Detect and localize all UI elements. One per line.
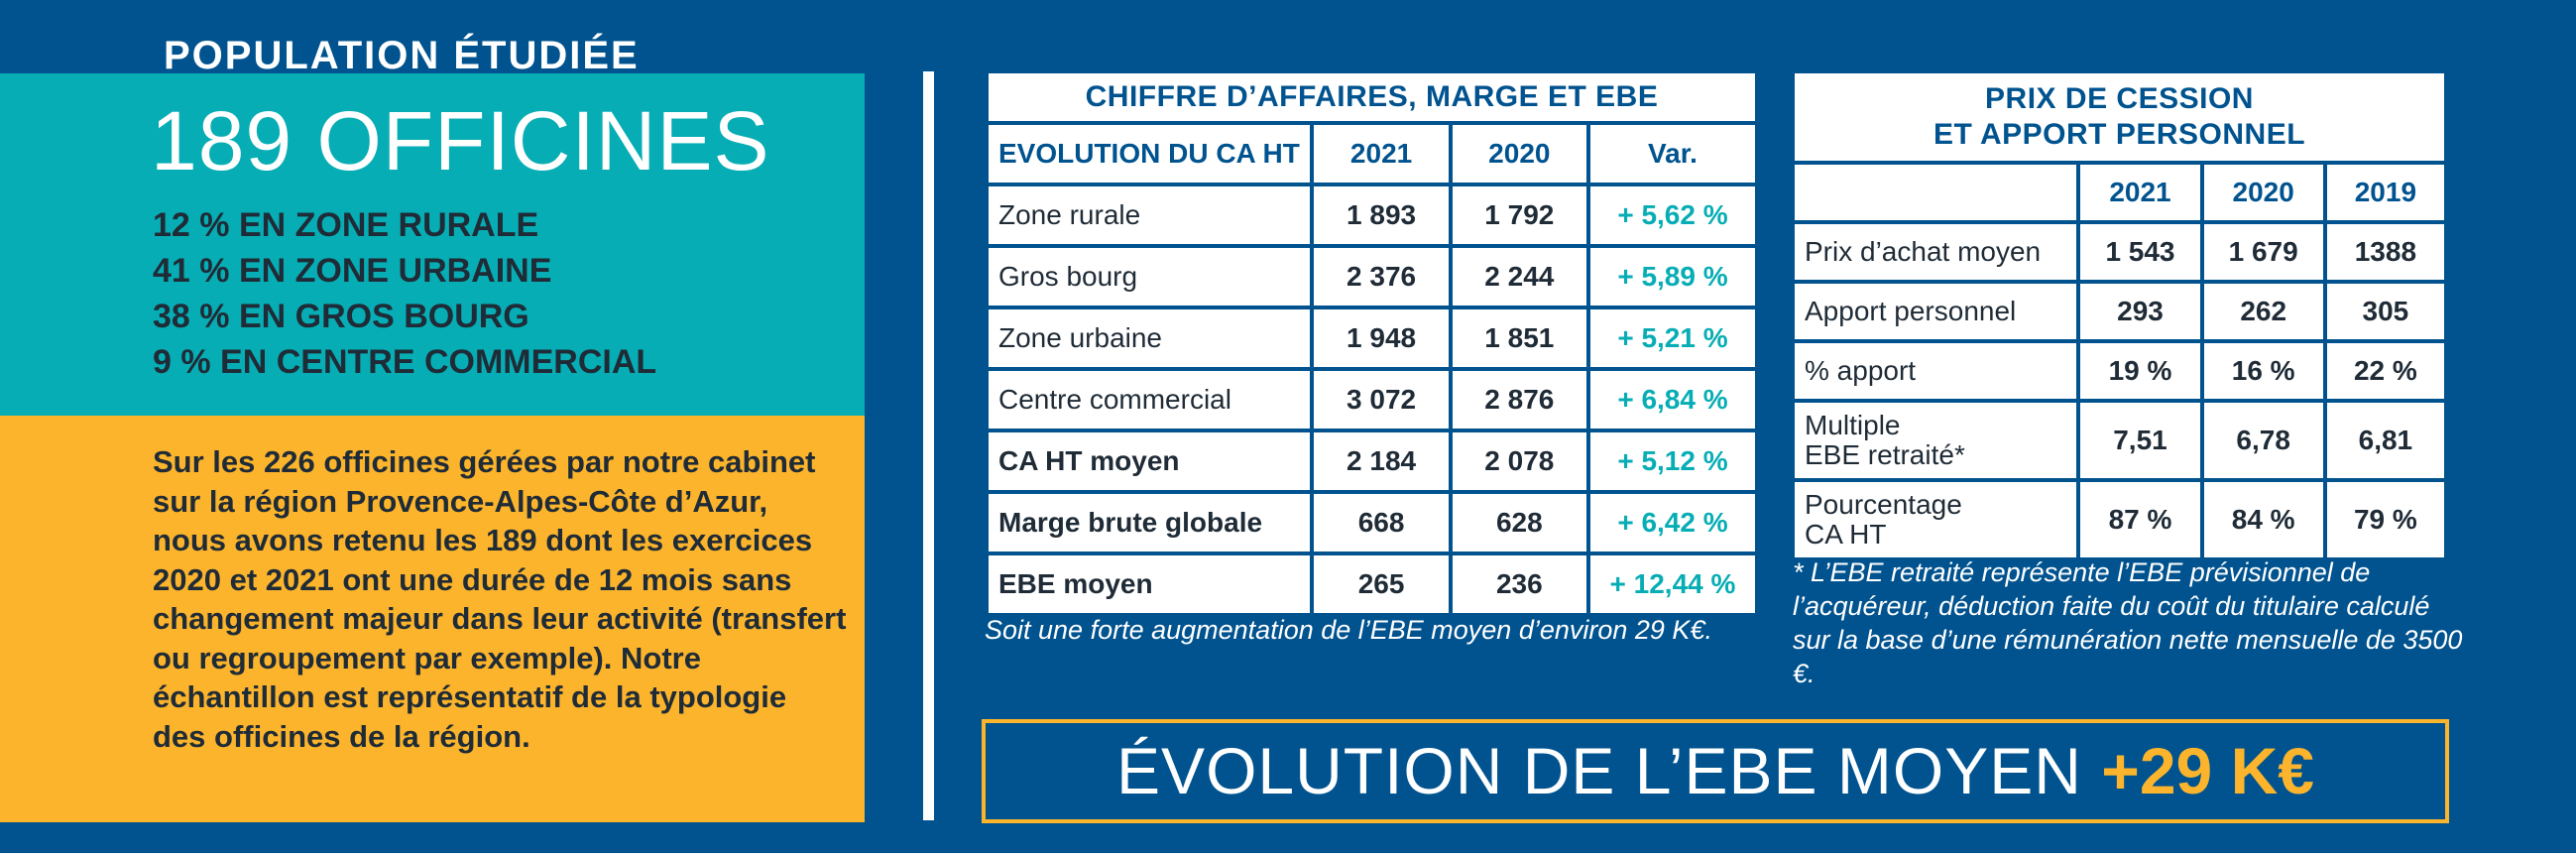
ebe-evolution-banner: ÉVOLUTION DE L’EBE MOYEN +29 K€ bbox=[982, 719, 2449, 823]
ca-header-var: Var. bbox=[1585, 121, 1760, 186]
ca-marge-ebe-table: CHIFFRE D’AFFAIRES, MARGE ET EBE EVOLUTI… bbox=[984, 69, 1760, 617]
prix-table-title-line1: PRIX DE CESSION bbox=[1985, 82, 2254, 115]
ca-header-2021: 2021 bbox=[1310, 121, 1453, 186]
methodology-text: Sur les 226 officines gérées par notre c… bbox=[153, 444, 847, 754]
zone-stat-gros-bourg: 38 % EN GROS BOURG bbox=[153, 298, 529, 335]
zone-breakdown-list: 12 % EN ZONE RURALE 41 % EN ZONE URBAINE… bbox=[153, 202, 656, 385]
table-row: Zone rurale 1 893 1 792 + 5,62 % bbox=[984, 183, 1760, 248]
table-row: Prix d’achat moyen 1 543 1 679 1388 bbox=[1790, 220, 2449, 284]
prix-header-2021: 2021 bbox=[2076, 161, 2204, 224]
population-title: POPULATION ÉTUDIÉE bbox=[164, 34, 640, 77]
table-row: Pourcentage CA HT 87 % 84 % 79 % bbox=[1790, 478, 2449, 561]
table-row: Zone urbaine 1 948 1 851 + 5,21 % bbox=[984, 306, 1760, 371]
prix-table-title-line2: ET APPORT PERSONNEL bbox=[1932, 118, 2306, 151]
ca-header-2020: 2020 bbox=[1448, 121, 1590, 186]
prix-header-2019: 2019 bbox=[2322, 161, 2449, 224]
table-row: % apport 19 % 16 % 22 % bbox=[1790, 339, 2449, 403]
prix-header-2020: 2020 bbox=[2199, 161, 2327, 224]
population-summary-panel: 189 OFFICINES 12 % EN ZONE RURALE 41 % E… bbox=[0, 73, 865, 416]
table-row: Apport personnel 293 262 305 bbox=[1790, 280, 2449, 343]
prix-header-label bbox=[1790, 161, 2081, 224]
table-row: Gros bourg 2 376 2 244 + 5,89 % bbox=[984, 244, 1760, 309]
zone-stat-centre-commercial: 9 % EN CENTRE COMMERCIAL bbox=[153, 343, 657, 381]
zone-stat-rurale: 12 % EN ZONE RURALE bbox=[153, 206, 539, 244]
ebe-retraite-footnote: * L’EBE retraité représente l’EBE prévis… bbox=[1793, 557, 2463, 688]
officine-count: 189 OFFICINES bbox=[151, 94, 770, 187]
ca-table-title: CHIFFRE D’AFFAIRES, MARGE ET EBE bbox=[985, 69, 1759, 125]
banner-label: ÉVOLUTION DE L’EBE MOYEN bbox=[1116, 734, 2102, 807]
table-row: EBE moyen 265 236 + 12,44 % bbox=[984, 552, 1760, 617]
ca-header-evolution: EVOLUTION DU CA HT bbox=[984, 121, 1315, 186]
prix-table-title: PRIX DE CESSION ET APPORT PERSONNEL bbox=[1791, 69, 2448, 165]
methodology-panel: Sur les 226 officines gérées par notre c… bbox=[0, 416, 865, 822]
banner-value: +29 K€ bbox=[2101, 734, 2314, 807]
ca-table-note: Soit une forte augmentation de l’EBE moy… bbox=[985, 615, 1712, 645]
column-divider bbox=[923, 71, 934, 820]
table-row: Centre commercial 3 072 2 876 + 6,84 % bbox=[984, 367, 1760, 432]
table-row: CA HT moyen 2 184 2 078 + 5,12 % bbox=[984, 429, 1760, 494]
prix-cession-table: PRIX DE CESSION ET APPORT PERSONNEL 2021… bbox=[1790, 69, 2449, 561]
zone-stat-urbaine: 41 % EN ZONE URBAINE bbox=[153, 252, 552, 290]
table-row: Multiple EBE retraité* 7,51 6,78 6,81 bbox=[1790, 399, 2449, 482]
table-row: Marge brute globale 668 628 + 6,42 % bbox=[984, 490, 1760, 555]
